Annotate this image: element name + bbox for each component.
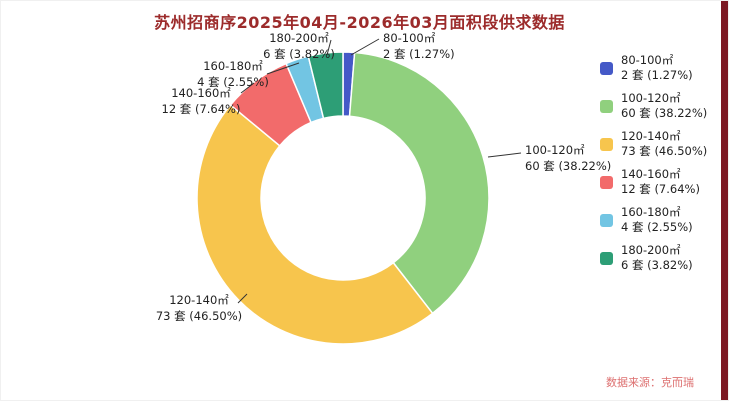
- legend-swatch: [600, 137, 613, 151]
- leader-line: [237, 293, 248, 304]
- slice-label-value: 2 套 (1.27%): [383, 47, 455, 61]
- pie-slice-1[interactable]: [348, 51, 490, 315]
- slice-label-name: 140-160㎡: [171, 86, 231, 100]
- slice-label-name: 80-100㎡: [383, 31, 436, 45]
- slice-label-80-100: 80-100㎡ 2 套 (1.27%): [383, 30, 455, 62]
- legend-swatch: [600, 251, 613, 265]
- legend-label: 160-180㎡ 4 套 (2.55%): [621, 205, 693, 235]
- leader-line: [326, 39, 332, 56]
- slice-label-value: 73 套 (46.50%): [155, 309, 243, 323]
- legend-item-100-120[interactable]: 100-120㎡ 60 套 (38.22%): [600, 91, 707, 121]
- legend-label: 100-120㎡ 60 套 (38.22%): [621, 91, 707, 121]
- legend-swatch: [600, 99, 613, 113]
- legend-item-140-160[interactable]: 140-160㎡ 12 套 (7.64%): [600, 167, 707, 197]
- slice-label-value: 6 套 (3.82%): [263, 47, 335, 61]
- legend-label-value: 4 套 (2.55%): [621, 220, 693, 234]
- leader-line: [487, 152, 522, 158]
- slice-label-120-140: 120-140㎡ 73 套 (46.50%): [155, 292, 243, 324]
- legend-label-value: 73 套 (46.50%): [621, 144, 708, 158]
- legend-label: 120-140㎡ 73 套 (46.50%): [621, 129, 707, 159]
- legend-label-value: 12 套 (7.64%): [621, 182, 700, 196]
- leader-line: [266, 62, 300, 75]
- slice-label-name: 120-140㎡: [169, 293, 229, 307]
- leader-line: [350, 38, 380, 56]
- chart-title: 苏州招商序2025年04月-2026年03月面积段供求数据: [154, 13, 565, 32]
- slice-label-value: 60 套 (38.22%): [525, 159, 612, 173]
- legend-label: 140-160㎡ 12 套 (7.64%): [621, 167, 700, 197]
- legend-item-160-180[interactable]: 160-180㎡ 4 套 (2.55%): [600, 205, 707, 235]
- legend-label-value: 60 套 (38.22%): [621, 106, 708, 120]
- legend-swatch: [600, 213, 613, 227]
- slice-label-180-200: 180-200㎡ 6 套 (3.82%): [261, 30, 337, 62]
- slice-label-160-180: 160-180㎡ 4 套 (2.55%): [196, 58, 270, 90]
- legend-label-value: 2 套 (1.27%): [621, 68, 693, 82]
- legend-label-name: 140-160㎡: [621, 167, 681, 181]
- slice-label-name: 180-200㎡: [269, 31, 329, 45]
- slice-label-140-160: 140-160㎡ 12 套 (7.64%): [159, 85, 243, 117]
- data-source-label: 数据来源：克而瑞: [606, 376, 694, 389]
- legend-label-name: 100-120㎡: [621, 91, 681, 105]
- slice-label-100-120: 100-120㎡ 60 套 (38.22%): [525, 142, 611, 174]
- right-edge-bar: [721, 1, 728, 400]
- leader-line: [240, 82, 255, 94]
- legend: 80-100㎡ 2 套 (1.27%) 100-120㎡ 60 套 (38.22…: [600, 53, 707, 273]
- legend-label-name: 120-140㎡: [621, 129, 681, 143]
- legend-item-180-200[interactable]: 180-200㎡ 6 套 (3.82%): [600, 243, 707, 273]
- legend-label-name: 180-200㎡: [621, 243, 681, 257]
- legend-label-name: 80-100㎡: [621, 53, 674, 67]
- legend-item-120-140[interactable]: 120-140㎡ 73 套 (46.50%): [600, 129, 707, 159]
- legend-label-value: 6 套 (3.82%): [621, 258, 693, 272]
- pie-slice-2[interactable]: [196, 104, 434, 345]
- slice-label-value: 12 套 (7.64%): [161, 102, 241, 116]
- legend-label-name: 160-180㎡: [621, 205, 681, 219]
- slice-label-name: 160-180㎡: [203, 59, 263, 73]
- slice-label-name: 100-120㎡: [525, 143, 585, 157]
- legend-swatch: [600, 175, 613, 189]
- legend-label: 180-200㎡ 6 套 (3.82%): [621, 243, 693, 273]
- slice-label-value: 4 套 (2.55%): [197, 75, 269, 89]
- legend-label: 80-100㎡ 2 套 (1.27%): [621, 53, 693, 83]
- legend-swatch: [600, 61, 613, 75]
- legend-item-80-100[interactable]: 80-100㎡ 2 套 (1.27%): [600, 53, 707, 83]
- pie-slice-5[interactable]: [307, 51, 344, 120]
